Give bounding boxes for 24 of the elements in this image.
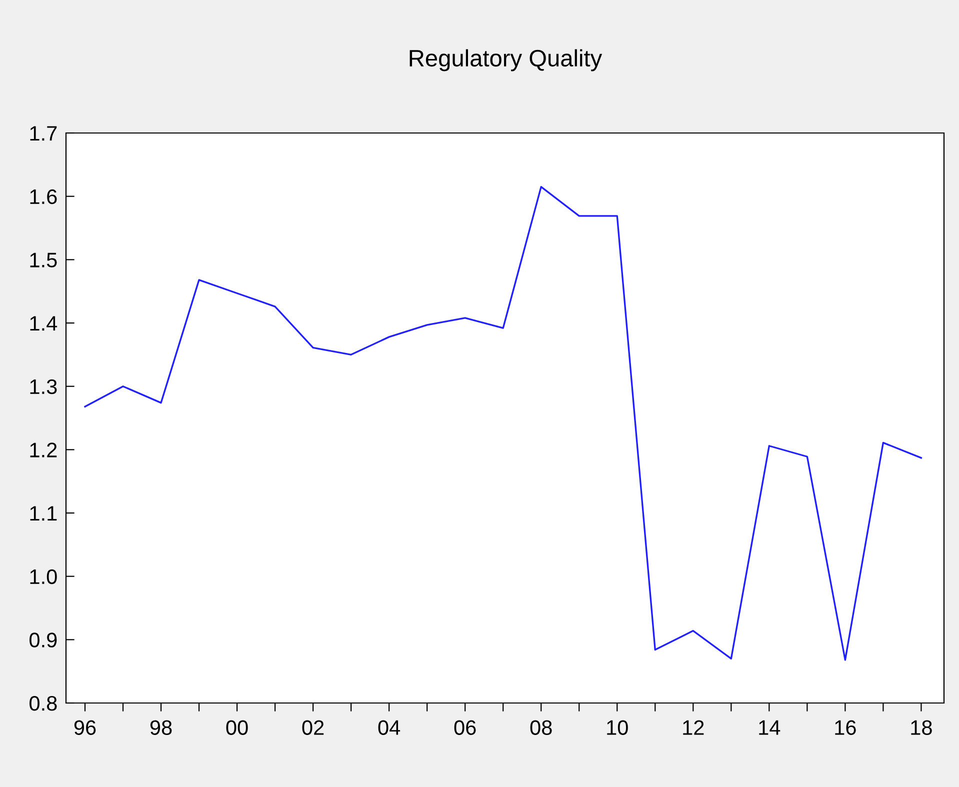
y-tick-label: 1.5 [30, 252, 57, 268]
x-tick-label: 96 [74, 720, 96, 735]
x-tick-label: 04 [378, 720, 400, 735]
y-tick-label: 0.8 [30, 696, 57, 711]
x-tick-label: 18 [911, 720, 932, 735]
y-tick-label: 1.1 [30, 506, 57, 521]
y-tick-label: 1.2 [30, 442, 57, 458]
x-tick-label: 16 [835, 720, 856, 735]
x-tick-label: 10 [607, 720, 628, 735]
line-series [84, 186, 922, 661]
x-tick-label: 98 [150, 720, 172, 735]
y-tick-label: 1.7 [30, 126, 57, 141]
y-tick-label: 1.0 [30, 569, 57, 584]
x-tick-label: 08 [530, 720, 552, 735]
y-tick-label: 1.4 [30, 316, 58, 331]
x-tick-label: 06 [454, 720, 476, 735]
y-tick-label: 1.6 [30, 189, 57, 204]
y-tick-label: 0.9 [30, 632, 57, 648]
x-tick-label: 14 [759, 720, 780, 735]
x-tick-label: 00 [226, 720, 248, 735]
chart-title: Regulatory Quality [410, 49, 602, 72]
x-tick-label: 12 [683, 720, 704, 735]
y-tick-label: 1.3 [30, 379, 57, 394]
x-tick-label: 02 [302, 720, 324, 735]
